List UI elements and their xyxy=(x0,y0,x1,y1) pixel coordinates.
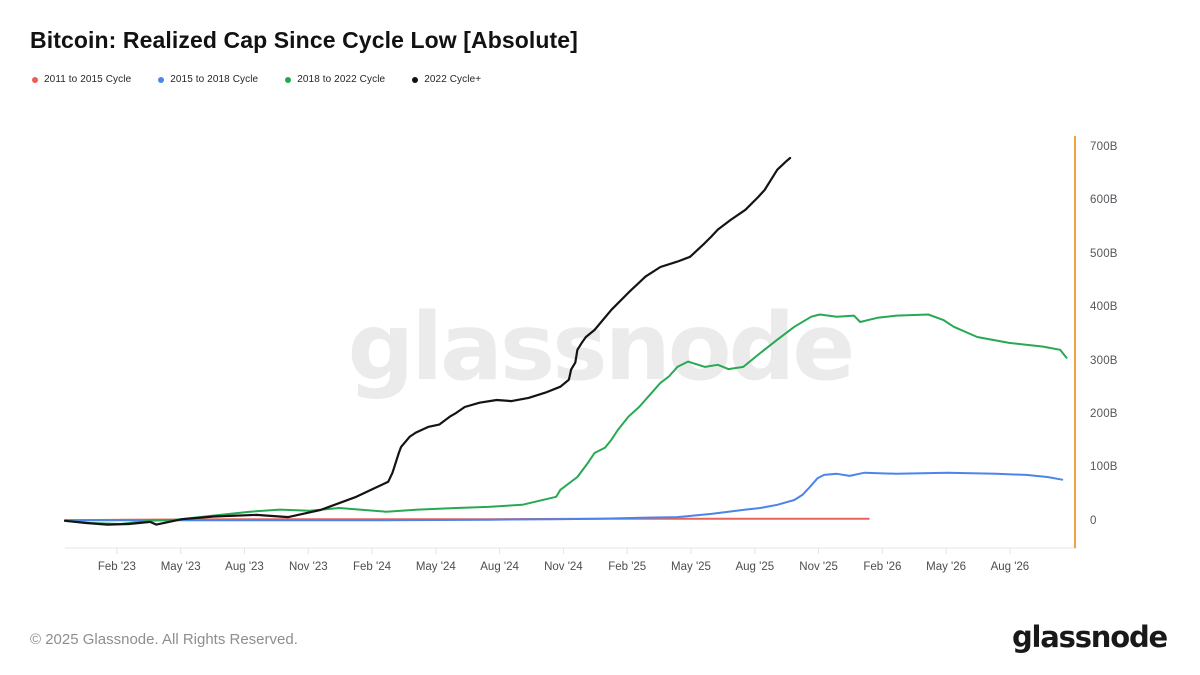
y-tick-label: 200B xyxy=(1090,407,1118,420)
x-tick-label: Aug '24 xyxy=(480,561,519,573)
legend-item-2[interactable]: 2015 to 2018 Cycle xyxy=(158,74,258,85)
x-tick-label: May '23 xyxy=(160,561,201,573)
glassnode-watermark: glassnode xyxy=(347,293,856,401)
y-tick-label: 500B xyxy=(1090,247,1118,260)
legend-label: 2022 Cycle+ xyxy=(424,74,482,85)
legend-dot xyxy=(32,76,38,83)
copyright-text: © 2025 Glassnode. All Rights Reserved. xyxy=(30,631,298,648)
legend-label: 2011 to 2015 Cycle xyxy=(44,74,132,85)
y-tick-label: 100B xyxy=(1090,461,1118,474)
series-line-2015-to-2018-cycle[interactable] xyxy=(64,471,1064,522)
y-tick-label: 700B xyxy=(1090,140,1118,153)
x-tick-label: Feb '24 xyxy=(353,561,391,573)
x-tick-label: May '25 xyxy=(671,561,711,573)
legend-dot xyxy=(158,76,165,83)
x-tick-label: Aug '26 xyxy=(990,561,1030,573)
y-tick-label: 0 xyxy=(1090,514,1097,527)
x-tick-label: Nov '25 xyxy=(799,561,838,573)
glassnode-logo: glassnode xyxy=(1012,620,1168,654)
x-tick-label: May '26 xyxy=(926,561,967,573)
page-title: Bitcoin: Realized Cap Since Cycle Low [A… xyxy=(30,27,578,53)
x-tick-label: Feb '23 xyxy=(97,561,136,573)
x-tick-label: Aug '23 xyxy=(225,561,264,573)
legend-label: 2015 to 2018 Cycle xyxy=(170,74,259,85)
x-tick-label: May '24 xyxy=(415,561,456,573)
series-line-2022-cycle[interactable] xyxy=(63,156,792,526)
legend-item-3[interactable]: 2018 to 2022 Cycle xyxy=(285,74,385,85)
y-tick-label: 600B xyxy=(1090,194,1118,207)
y-tick-label: 300B xyxy=(1090,354,1118,367)
x-tick-label: Nov '23 xyxy=(288,561,328,573)
legend-item-1[interactable]: 2011 to 2015 Cycle xyxy=(32,74,131,85)
x-tick-label: Aug '25 xyxy=(735,561,775,573)
legend-dot xyxy=(285,76,292,83)
legend-label: 2018 to 2022 Cycle xyxy=(297,74,386,85)
series-line-2018-to-2022-cycle[interactable] xyxy=(64,313,1068,525)
legend-item-4[interactable]: 2022 Cycle+ xyxy=(412,74,481,85)
legend: 2011 to 2015 Cycle 2015 to 2018 Cycle 2018… xyxy=(32,74,481,85)
legend-dot xyxy=(412,76,419,83)
y-tick-label: 400B xyxy=(1090,301,1118,314)
x-tick-label: Nov '24 xyxy=(544,561,583,573)
x-tick-label: Feb '26 xyxy=(863,561,902,573)
x-tick-label: Feb '25 xyxy=(608,561,647,573)
